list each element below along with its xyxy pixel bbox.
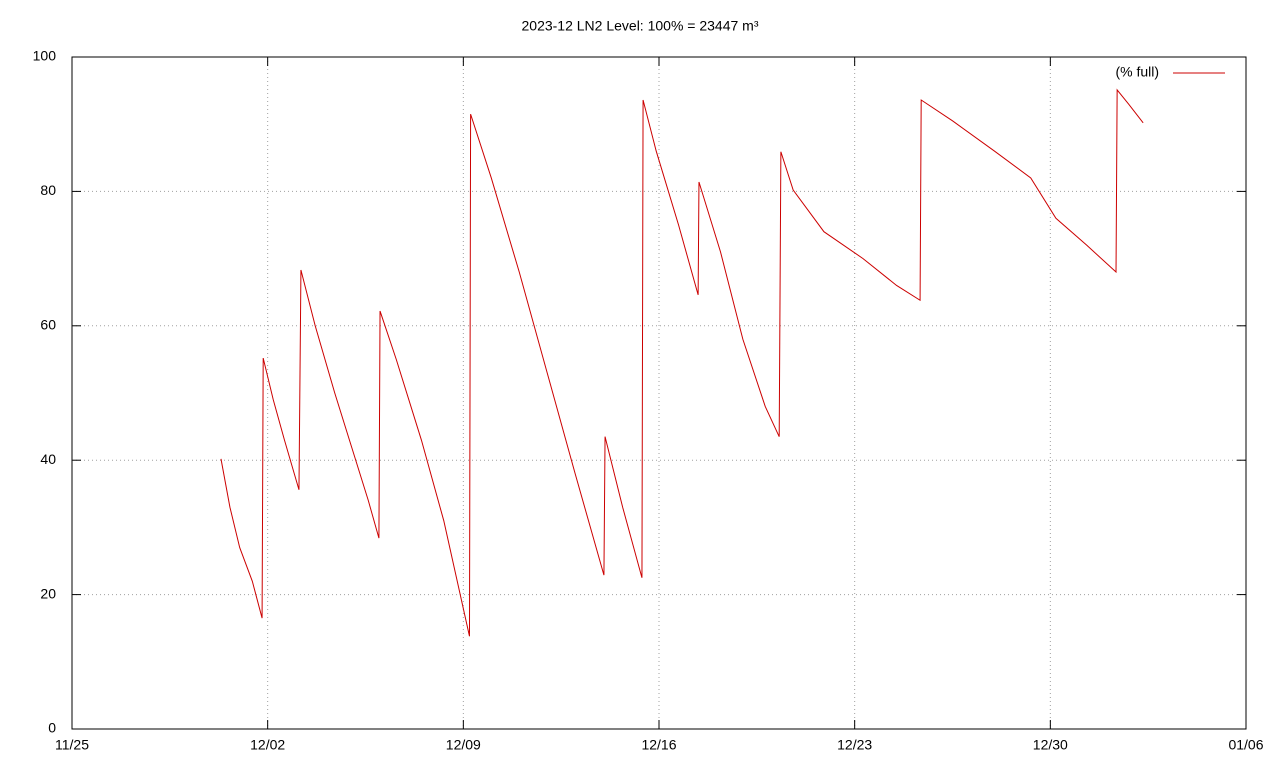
y-tick-label: 60: [40, 317, 56, 333]
x-tick-label: 01/06: [1228, 737, 1263, 753]
y-tick-label: 40: [40, 451, 56, 467]
legend-label: (% full): [1115, 64, 1159, 80]
y-tick-label: 20: [40, 585, 56, 601]
y-tick-label: 100: [33, 48, 57, 64]
x-tick-label: 12/30: [1033, 737, 1068, 753]
y-tick-label: 0: [48, 720, 56, 736]
data-line: [220, 88, 1144, 637]
chart-title: 2023-12 LN2 Level: 100% = 23447 m³: [522, 18, 759, 34]
x-tick-label: 12/16: [641, 737, 676, 753]
x-tick-label: 11/25: [55, 737, 89, 753]
y-tick-label: 80: [40, 182, 56, 198]
x-tick-label: 12/02: [250, 737, 285, 753]
x-tick-label: 12/23: [837, 737, 872, 753]
x-tick-label: 12/09: [446, 737, 481, 753]
